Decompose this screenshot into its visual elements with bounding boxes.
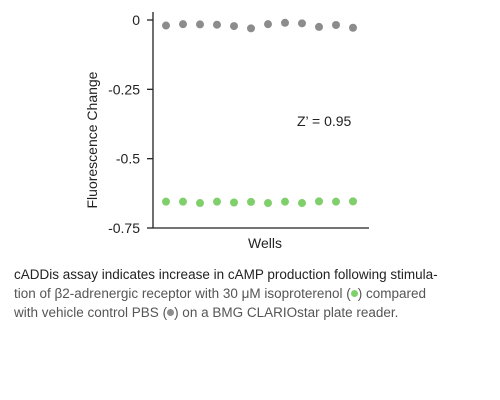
data-point [230, 22, 238, 31]
data-point [349, 197, 357, 206]
scatter-chart: 0 -0.25 -0.5 -0.75 Wells Fluorescence Chang… [84, 12, 369, 251]
data-point [179, 20, 187, 29]
data-point [230, 198, 238, 207]
data-point [298, 19, 306, 28]
green-dot-icon [350, 289, 358, 297]
data-point [179, 197, 187, 206]
caption-line-3: with vehicle control PBS ( ) on a BMG CLA… [14, 303, 490, 322]
data-point [196, 199, 204, 208]
y-tick-label: -0.5 [116, 151, 140, 167]
data-point [213, 20, 221, 29]
data-point [332, 20, 340, 29]
y-axis-title: Fluorescence Change [84, 71, 100, 208]
data-point [281, 18, 289, 27]
x-axis-title: Wells [248, 235, 282, 251]
data-point [281, 197, 289, 206]
data-point [247, 197, 255, 206]
data-point [298, 199, 306, 208]
y-tick-label: 0 [132, 12, 140, 28]
caption-line-3-suffix: ) on a BMG CLARIOstar plate reader. [174, 305, 399, 320]
data-point [247, 24, 255, 33]
data-point [349, 23, 357, 32]
z-prime-annotation: Z’ = 0.95 [297, 113, 352, 129]
caption-line-2: tion of β2-adrenergic receptor with 30 μ… [14, 284, 490, 303]
data-points [162, 18, 357, 208]
y-tick-label: -0.25 [108, 81, 140, 97]
data-point [315, 22, 323, 31]
caption-line-2-prefix: tion of β2-adrenergic receptor with 30 μ… [14, 286, 351, 301]
data-point [213, 197, 221, 206]
data-point [332, 197, 340, 206]
data-point [315, 197, 323, 206]
data-point [264, 20, 272, 29]
caption-line-3-prefix: with vehicle control PBS ( [14, 305, 168, 320]
data-point [196, 20, 204, 29]
data-point [162, 21, 170, 30]
gray-dot-icon [167, 308, 175, 316]
caption-line-2-suffix: ) compared [357, 286, 426, 301]
caption-line-1: cADDis assay indicates increase in cAMP … [14, 267, 438, 282]
data-point [162, 197, 170, 206]
y-tick-label: -0.75 [108, 220, 140, 236]
y-ticks: 0 -0.25 -0.5 -0.75 [108, 12, 153, 236]
data-point [264, 199, 272, 208]
figure-caption: cADDis assay indicates increase in cAMP … [14, 265, 490, 322]
